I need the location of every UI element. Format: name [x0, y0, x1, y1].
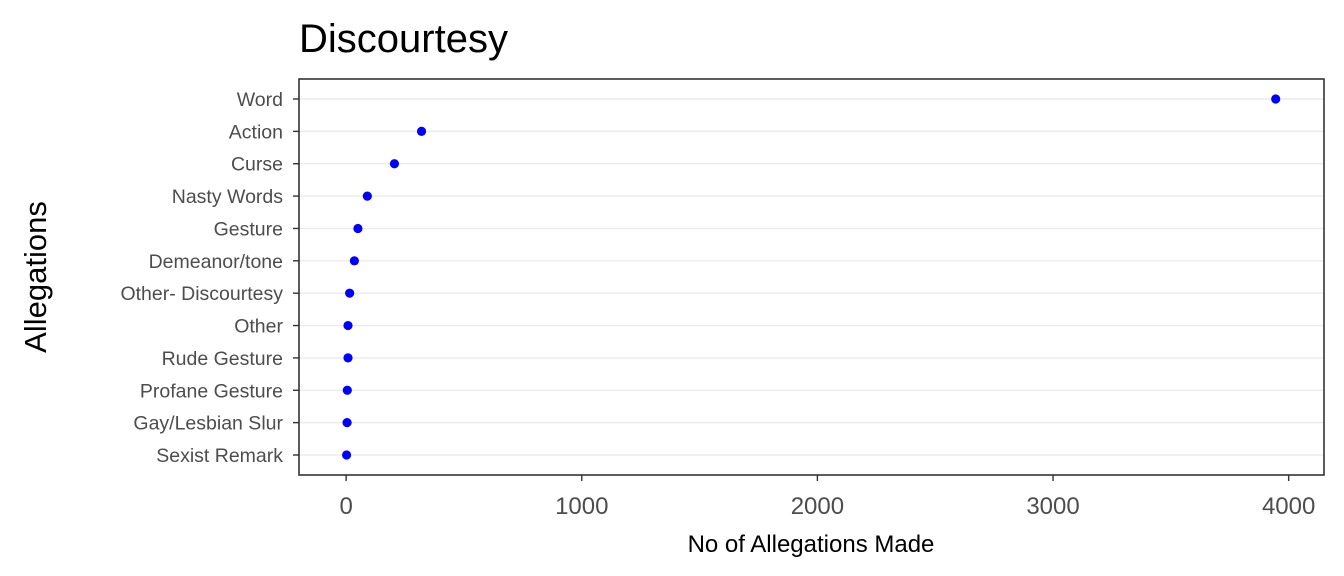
data-point: [389, 159, 400, 169]
data-point: [342, 385, 352, 395]
y-axis-ticks: Word Action Curse Nasty Words Gesture Demeano…: [120, 89, 299, 467]
data-point: [342, 418, 352, 428]
gridlines: [299, 98, 1324, 456]
y-tick-label: Gesture: [214, 218, 283, 240]
y-tick-label: Nasty Words: [172, 186, 283, 208]
y-tick-label: Other- Discourtesy: [120, 283, 283, 305]
x-tick-label: 3000: [1026, 493, 1079, 520]
x-axis-title: No of Allegations Made: [688, 531, 935, 558]
y-tick-label: Action: [229, 121, 283, 143]
chart-title: Discourtesy: [299, 17, 508, 61]
x-tick-label: 0: [339, 493, 352, 520]
y-tick-label: Profane Gesture: [140, 380, 283, 402]
x-axis-ticks: 0 1000 2000 3000 4000: [339, 475, 1315, 520]
y-tick-label: Word: [237, 89, 283, 111]
y-tick-label: Gay/Lesbian Slur: [133, 413, 283, 435]
y-tick-label: Demeanor/tone: [149, 251, 283, 273]
y-tick-label: Rude Gesture: [162, 348, 283, 370]
data-point: [416, 126, 427, 136]
data-point: [353, 223, 363, 234]
data-point: [362, 191, 372, 201]
y-axis-title: Allegations: [18, 201, 53, 353]
data-points: [341, 94, 1281, 460]
y-tick-label: Other: [234, 316, 283, 338]
data-point: [343, 353, 353, 363]
data-point: [341, 450, 352, 460]
x-tick-label: 2000: [791, 493, 844, 520]
plot-panel: [298, 78, 1325, 476]
data-point: [1271, 94, 1281, 104]
data-point: [343, 320, 353, 331]
x-tick-label: 4000: [1262, 493, 1315, 520]
y-tick-label: Curse: [231, 154, 283, 176]
y-tick-label: Sexist Remark: [156, 445, 283, 467]
x-tick-label: 1000: [555, 493, 608, 520]
data-point: [345, 288, 355, 298]
data-point: [349, 256, 359, 266]
